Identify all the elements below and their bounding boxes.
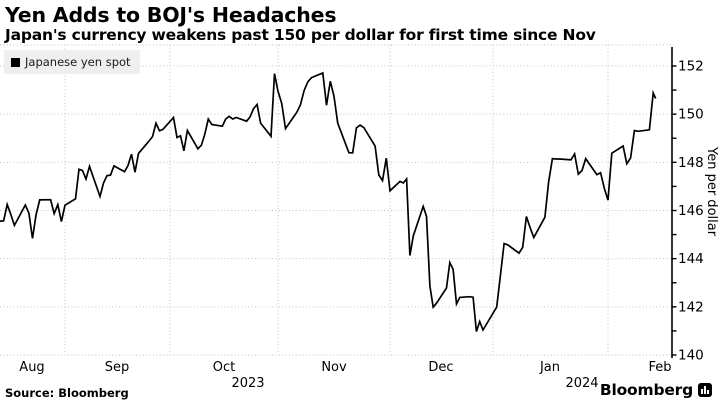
legend: Japanese yen spot xyxy=(4,50,140,74)
x-tick-label: Nov xyxy=(321,360,347,375)
bloomberg-wordmark: Bloomberg xyxy=(599,381,693,399)
chart-subtitle: Japan's currency weakens past 150 per do… xyxy=(5,26,596,44)
y-tick-label: 146 xyxy=(678,203,704,219)
y-tick-label: 152 xyxy=(678,59,704,75)
y-tick-label: 150 xyxy=(678,107,704,123)
legend-label: Japanese yen spot xyxy=(25,55,131,69)
x-tick-label: Sep xyxy=(105,360,130,375)
x-tick-label: Dec xyxy=(428,360,453,375)
bloomberg-logo: Bloomberg xyxy=(600,381,712,399)
bloomberg-terminal-icon xyxy=(698,383,712,397)
x-tick-label: Aug xyxy=(19,360,44,375)
x-tick-label: Oct xyxy=(213,360,235,375)
y-tick-label: 142 xyxy=(678,299,704,315)
y-tick-label: 140 xyxy=(678,348,704,364)
y-axis-title: Yen per dollar xyxy=(704,147,719,237)
x-year-label: 2024 xyxy=(565,376,598,391)
series-swatch-icon xyxy=(11,57,20,67)
x-year-label: 2023 xyxy=(231,376,264,391)
gridlines xyxy=(0,44,672,356)
y-axis xyxy=(671,47,677,358)
x-tick-label: Jan xyxy=(539,360,560,375)
axis-tick-labels: 152 150 148 146 144 142 140 Aug Sep Oct Nov Dec Jan F… xyxy=(19,59,703,392)
y-tick-label: 144 xyxy=(678,251,704,267)
chart-title: Yen Adds to BOJ's Headaches xyxy=(5,3,337,27)
x-tick-label: Feb xyxy=(648,360,671,375)
yen-spot-line xyxy=(0,71,657,332)
source-note: Source: Bloomberg xyxy=(5,386,129,400)
y-tick-label: 148 xyxy=(678,155,704,171)
